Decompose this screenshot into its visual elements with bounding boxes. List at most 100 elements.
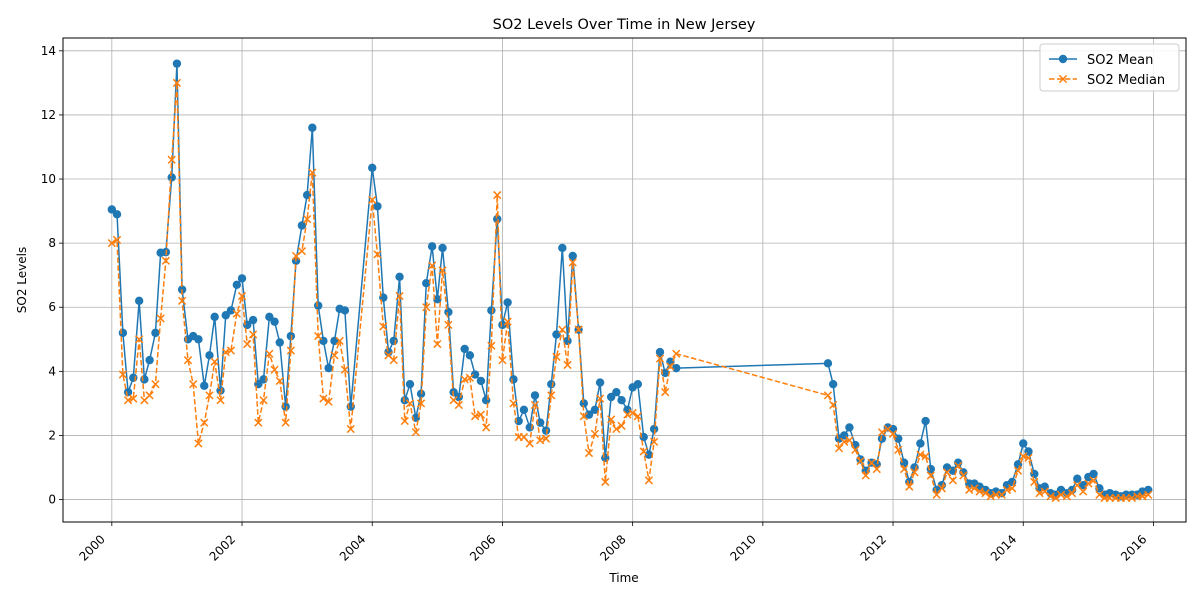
data-point [416, 399, 426, 408]
data-point [509, 375, 518, 384]
data-point [314, 331, 323, 341]
data-point [916, 439, 925, 448]
data-point [340, 365, 350, 374]
data-point [672, 363, 681, 373]
data-point [335, 336, 344, 346]
data-point [481, 395, 491, 405]
data-point [470, 370, 480, 379]
data-point [302, 214, 312, 224]
data-point [145, 355, 154, 365]
data-point [330, 351, 339, 360]
data-point [286, 331, 296, 341]
y-tick-label: 14 [41, 44, 56, 58]
data-point [921, 416, 930, 426]
data-point [1008, 484, 1017, 493]
data-point [509, 399, 518, 408]
data-point [460, 344, 469, 354]
data-point [877, 428, 887, 437]
data-point [574, 325, 583, 334]
data-point [986, 492, 995, 501]
data-point [536, 436, 545, 445]
data-point [118, 370, 128, 379]
data-point [851, 445, 860, 455]
data-point [1127, 493, 1137, 503]
data-point [275, 338, 284, 347]
data-point [1095, 490, 1104, 499]
data-point [400, 395, 409, 405]
data-point [655, 347, 665, 357]
data-point [205, 391, 214, 400]
data-point [324, 397, 333, 406]
data-point [129, 373, 138, 382]
data-point [861, 471, 870, 480]
data-point [547, 379, 556, 389]
data-point [829, 400, 838, 410]
data-point [1002, 485, 1012, 495]
data-point [595, 378, 605, 387]
data-point [340, 306, 350, 315]
data-point [465, 373, 475, 382]
data-point [216, 386, 225, 395]
data-point [970, 484, 979, 493]
data-point [910, 468, 919, 477]
data-point [194, 335, 203, 344]
data-point [1084, 479, 1093, 488]
data-point [877, 434, 887, 443]
data-point [319, 394, 328, 403]
data-point [270, 365, 279, 374]
data-point [433, 339, 442, 349]
data-point [563, 336, 572, 346]
data-point [579, 412, 588, 421]
data-point [639, 447, 648, 456]
data-point [151, 328, 160, 338]
data-point [444, 307, 453, 317]
data-point [140, 375, 149, 384]
data-point [265, 349, 274, 358]
data-point [498, 356, 507, 365]
data-point [422, 279, 431, 288]
data-point [655, 354, 665, 363]
data-point [226, 306, 236, 315]
data-point [975, 487, 984, 496]
data-point [172, 78, 182, 88]
data-point [959, 471, 968, 480]
data-point [1019, 452, 1028, 461]
data-point [926, 471, 935, 480]
data-point [1024, 453, 1033, 463]
data-point [1138, 492, 1147, 501]
legend-x-marker [1058, 74, 1068, 84]
data-point [183, 356, 193, 365]
data-point [151, 380, 160, 389]
data-point [661, 388, 670, 397]
data-point [118, 328, 128, 338]
data-point [834, 444, 844, 453]
data-point [286, 346, 295, 355]
data-point [845, 436, 854, 445]
data-point [226, 346, 236, 355]
data-point [129, 394, 138, 403]
data-point [460, 375, 469, 384]
data-point [308, 168, 317, 177]
data-point [823, 391, 833, 400]
y-axis-label: SO2 Levels [15, 247, 29, 313]
data-point [1056, 490, 1066, 499]
data-point [270, 317, 279, 326]
data-point [221, 347, 230, 357]
data-point [444, 320, 453, 330]
data-point [1144, 490, 1153, 499]
data-point [617, 395, 626, 405]
data-point [205, 351, 214, 360]
series-layer [107, 59, 1153, 503]
data-point [248, 315, 258, 325]
data-point [558, 243, 567, 253]
data-point [237, 291, 247, 301]
data-point [905, 482, 914, 491]
data-point [672, 349, 681, 358]
data-point [840, 437, 849, 446]
data-point [530, 391, 540, 400]
data-point [324, 363, 333, 373]
data-point [465, 351, 475, 360]
data-point [1030, 477, 1039, 487]
data-point [194, 439, 203, 448]
